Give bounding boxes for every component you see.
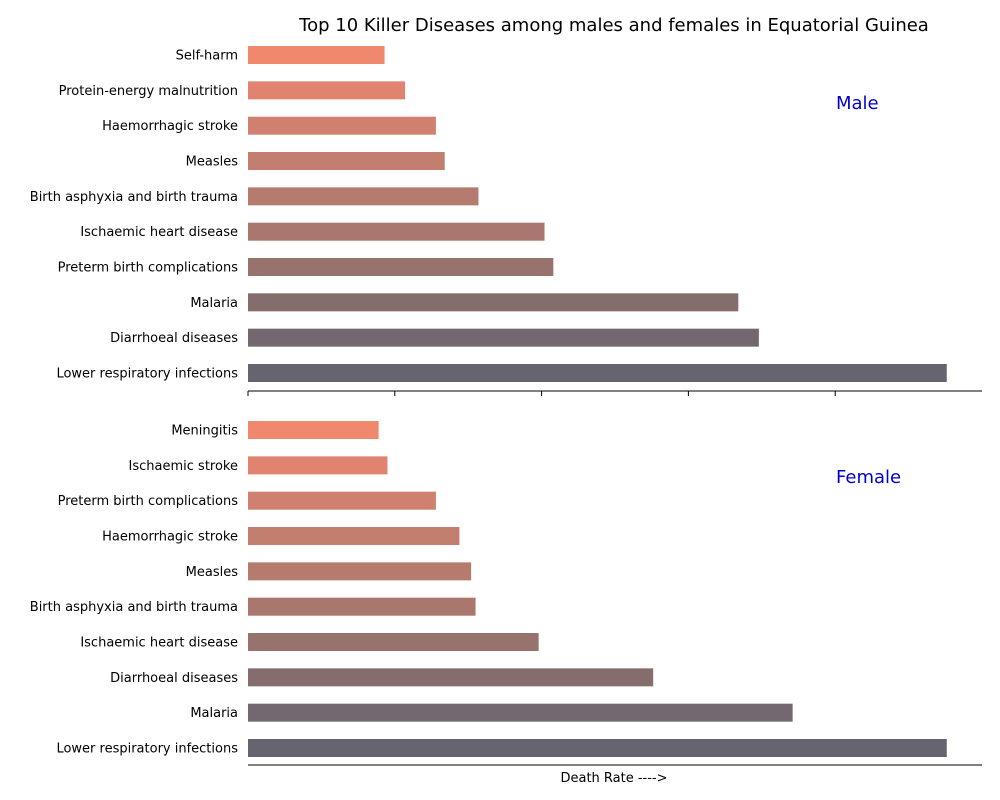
bar — [248, 187, 479, 206]
y-tick-label: Self-harm — [176, 49, 238, 64]
bar — [248, 491, 436, 510]
bar — [248, 258, 554, 277]
y-tick-label: Preterm birth complications — [58, 261, 239, 276]
y-tick-label: Ischaemic heart disease — [80, 636, 238, 651]
bar — [248, 456, 388, 475]
bar — [248, 597, 476, 616]
panels: Lower respiratory infections Diarrhoeal d… — [30, 46, 982, 766]
y-tick-label: Measles — [186, 565, 239, 580]
y-tick-label: Lower respiratory infections — [56, 367, 238, 382]
x-axis-label: Death Rate ----> — [560, 771, 667, 786]
bar — [248, 81, 406, 100]
y-tick-label: Diarrhoeal diseases — [110, 671, 238, 686]
bar — [248, 703, 793, 722]
panel-label-female: Female — [836, 467, 901, 488]
y-tick-label: Diarrhoeal diseases — [110, 331, 238, 346]
bar — [248, 116, 436, 135]
bar — [248, 152, 445, 171]
chart-title: Top 10 Killer Diseases among males and f… — [298, 15, 929, 36]
bar — [248, 293, 739, 312]
bar — [248, 421, 379, 440]
y-tick-label: Ischaemic heart disease — [80, 225, 238, 240]
y-tick-label: Malaria — [190, 706, 238, 721]
y-tick-label: Birth asphyxia and birth trauma — [30, 190, 238, 205]
bar — [248, 668, 654, 687]
y-tick-label: Protein-energy malnutrition — [59, 84, 238, 99]
bar — [248, 527, 460, 546]
bar — [248, 739, 947, 757]
bar — [248, 46, 385, 65]
y-tick-label: Meningitis — [171, 424, 238, 439]
y-tick-label: Haemorrhagic stroke — [102, 530, 238, 545]
bar — [248, 633, 539, 652]
y-tick-label: Lower respiratory infections — [56, 742, 238, 757]
bar — [248, 222, 545, 241]
bar — [248, 364, 947, 382]
y-tick-label: Ischaemic stroke — [129, 459, 238, 474]
y-tick-label: Malaria — [190, 296, 238, 311]
panel-female: Lower respiratory infections Malaria Diarr… — [30, 421, 982, 766]
y-tick-label: Birth asphyxia and birth trauma — [30, 600, 238, 615]
panel-label-male: Male — [836, 93, 879, 114]
y-tick-label: Haemorrhagic stroke — [102, 119, 238, 134]
y-tick-label: Measles — [186, 155, 239, 170]
panel-male: Lower respiratory infections Diarrhoeal d… — [30, 46, 982, 396]
bar — [248, 562, 472, 581]
bar — [248, 328, 759, 347]
y-tick-label: Preterm birth complications — [58, 494, 239, 509]
